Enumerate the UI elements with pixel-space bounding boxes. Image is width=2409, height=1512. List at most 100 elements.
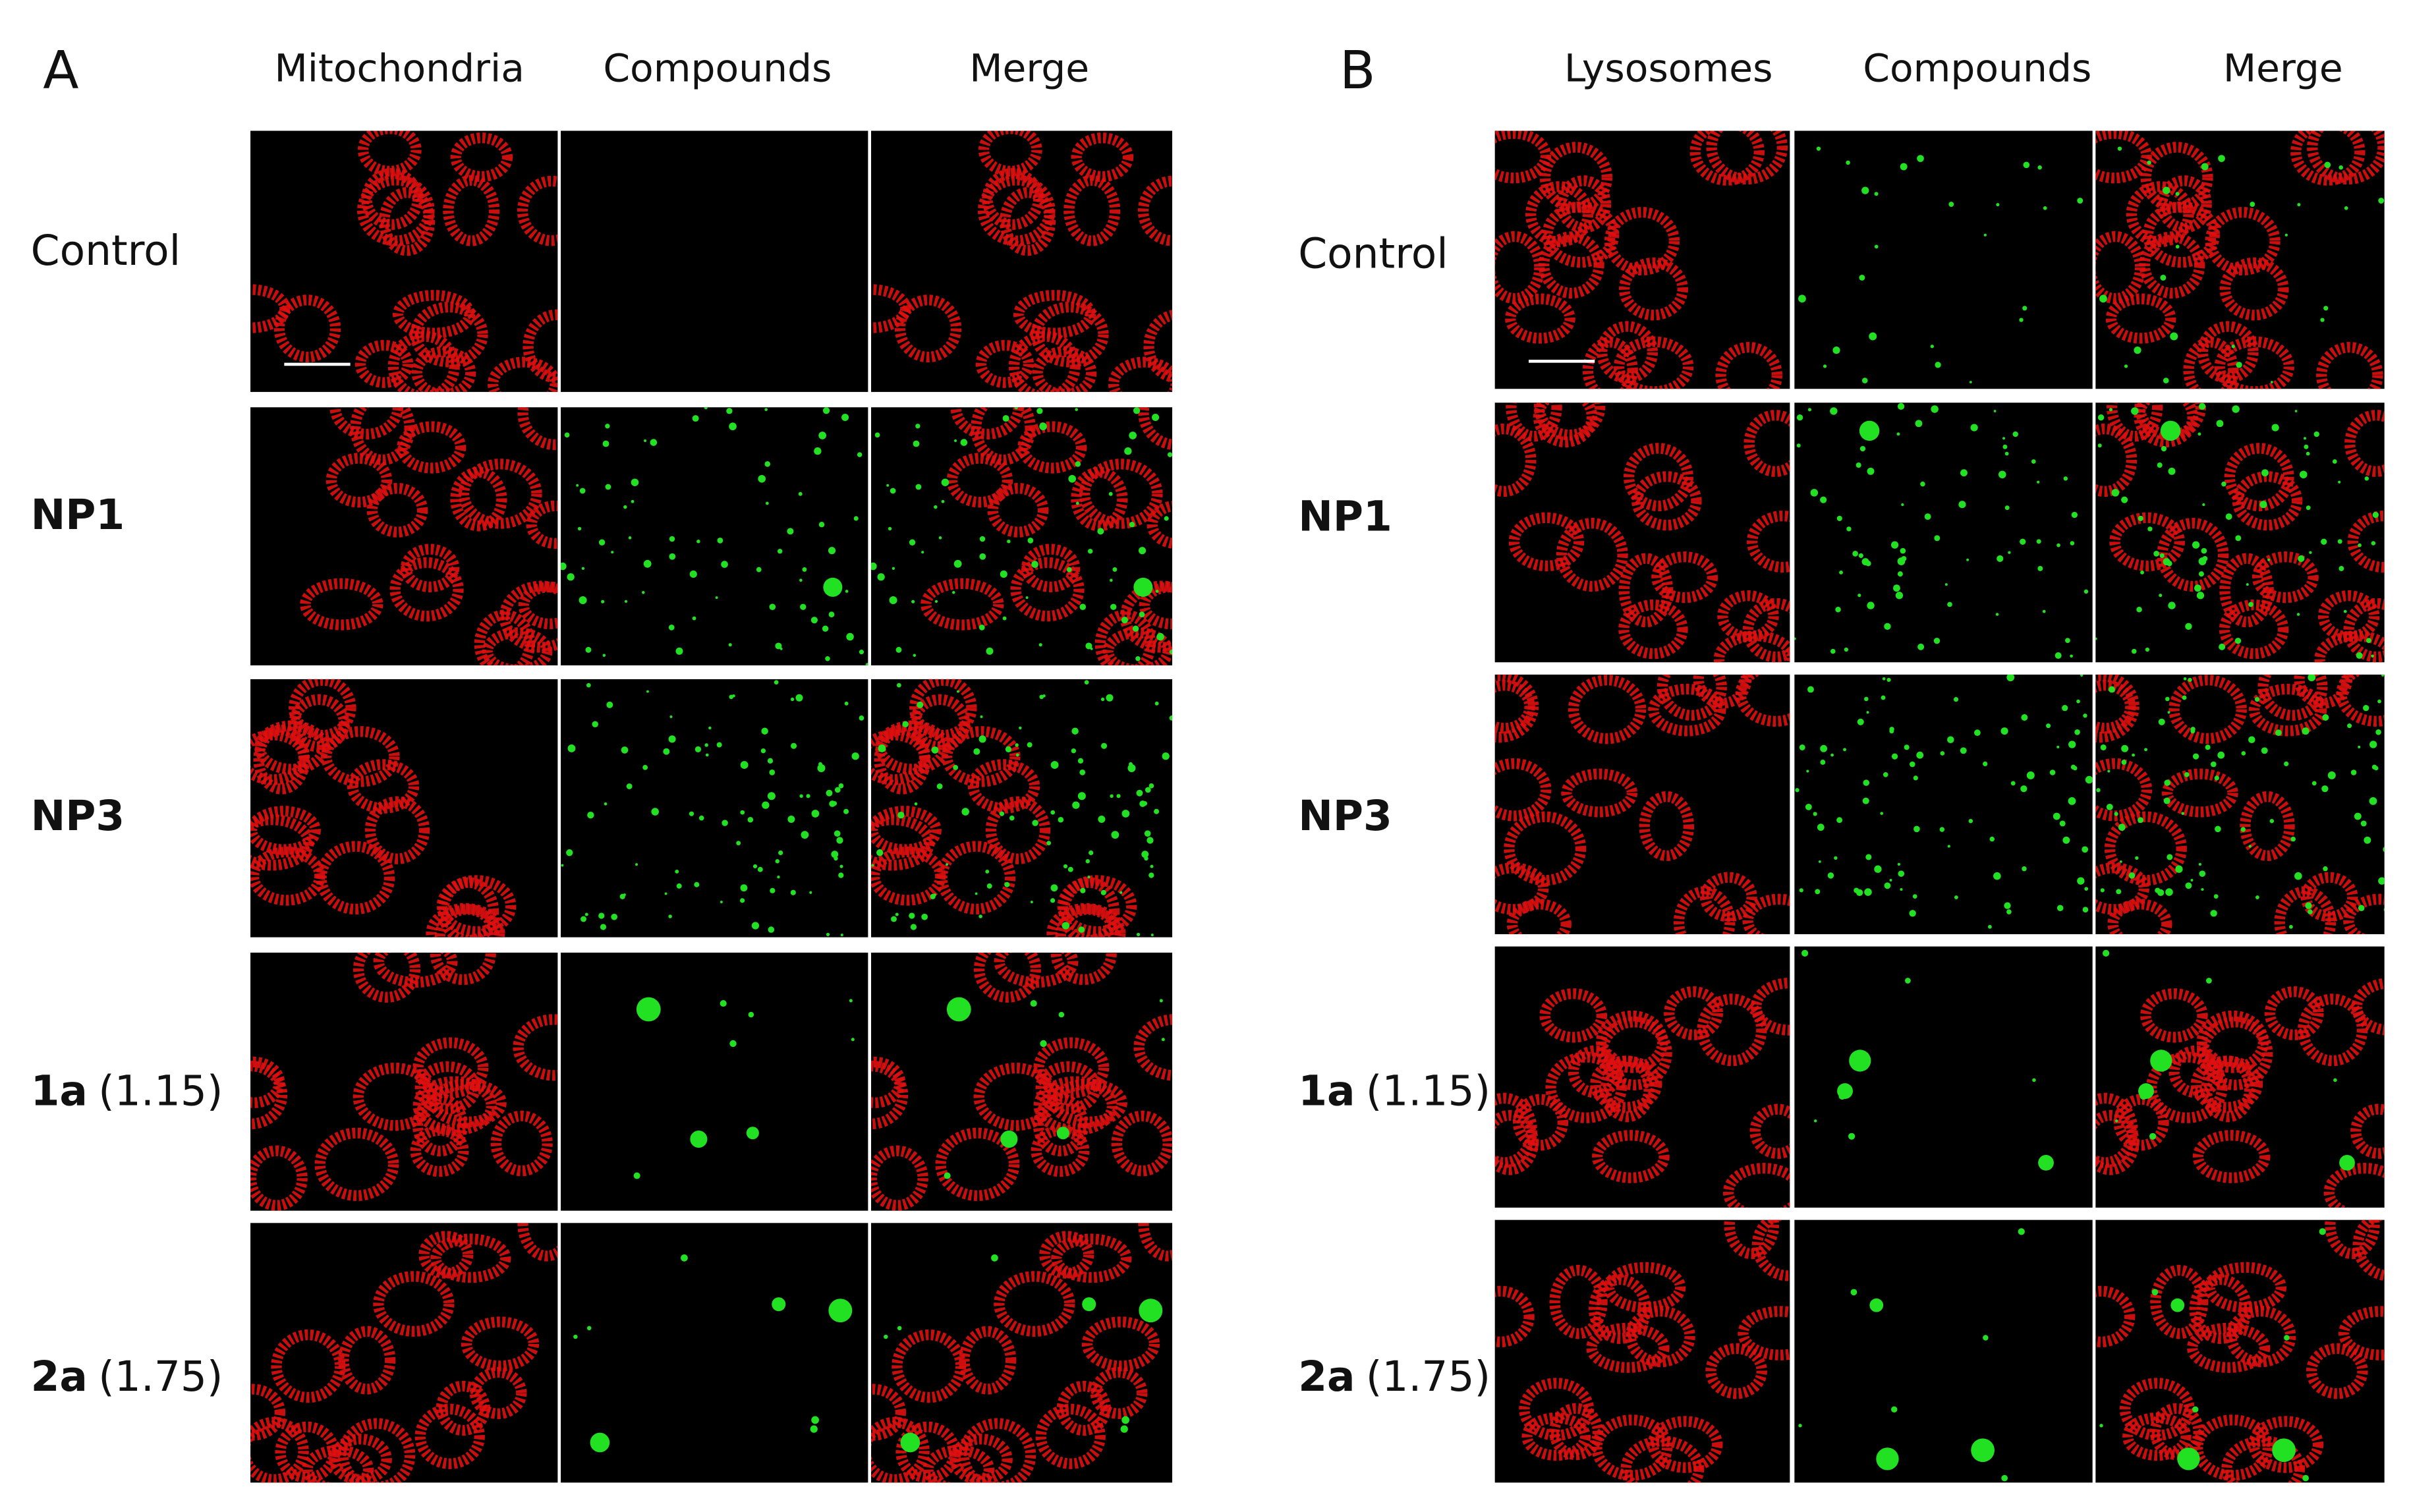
- green-spot: [626, 783, 633, 789]
- green-spot: [2100, 744, 2107, 750]
- green-spot: [669, 715, 673, 719]
- green-spot: [2188, 677, 2192, 683]
- green-spot: [973, 748, 980, 755]
- green-spot: [2124, 364, 2128, 368]
- green-spot: [1148, 783, 1154, 789]
- cell: [490, 1110, 553, 1177]
- green-spot: [2036, 539, 2041, 544]
- cell: [2224, 443, 2294, 512]
- green-spot: [1072, 801, 1080, 809]
- green-spot: [811, 810, 820, 818]
- green-spot: [1106, 694, 1114, 702]
- green-spot: [2344, 206, 2348, 210]
- green-spot: [1144, 830, 1151, 837]
- cell: [942, 726, 1021, 787]
- green-spot: [602, 654, 606, 658]
- cell: [1556, 518, 1628, 592]
- green-spot: [2327, 771, 2336, 779]
- green-spot: [2371, 541, 2376, 546]
- green-spot: [826, 932, 830, 937]
- column-header: Mitochondria: [275, 46, 524, 91]
- green-spot: [2206, 978, 2212, 984]
- green-spot: [664, 892, 667, 895]
- image-content: [561, 680, 864, 937]
- green-spot: [2147, 160, 2151, 165]
- green-spot: [1794, 637, 1796, 640]
- green-spot: [1799, 888, 1803, 893]
- green-spot: [2215, 826, 2221, 833]
- green-spot: [1100, 742, 1108, 749]
- cell: [958, 1418, 1036, 1483]
- cell: [254, 720, 329, 775]
- column-header: Merge: [2223, 46, 2343, 91]
- green-spot: [2121, 760, 2127, 765]
- image-content: [871, 407, 1173, 665]
- green-spot: [895, 646, 902, 653]
- green-spot: [726, 408, 733, 414]
- green-spot: [581, 567, 585, 571]
- green-spot: [2008, 551, 2011, 554]
- green-spot: [931, 746, 939, 754]
- cell: [2140, 988, 2208, 1043]
- green-spot: [828, 611, 835, 618]
- green-spot: [1077, 792, 1086, 800]
- row-label-normal: (1.15): [1366, 1067, 1490, 1115]
- cell: [2317, 590, 2380, 642]
- green-spot: [692, 616, 696, 621]
- green-spot: [579, 488, 586, 494]
- green-spot: [1893, 584, 1900, 592]
- micrograph: [1794, 1219, 2093, 1483]
- green-spot: [843, 808, 849, 814]
- green-spot: [2118, 824, 2126, 831]
- green-spot: [2275, 729, 2282, 737]
- green-spot: [641, 591, 645, 594]
- green-spot: [740, 761, 749, 770]
- green-spot: [1100, 889, 1106, 895]
- green-spot: [2111, 489, 2120, 497]
- cell: [1050, 1078, 1127, 1128]
- green-spot: [576, 484, 579, 487]
- green-spot: [1050, 898, 1056, 903]
- green-spot: [747, 816, 754, 823]
- green-spot: [694, 882, 700, 887]
- green-spot: [818, 762, 822, 766]
- cell: [2307, 130, 2385, 185]
- green-spot: [1960, 747, 1967, 754]
- row-label: NP1: [31, 491, 125, 539]
- green-spot: [1874, 244, 1879, 249]
- cell: [364, 796, 430, 864]
- green-spot: [2042, 609, 2046, 613]
- green-spot: [960, 439, 968, 446]
- green-spot: [767, 758, 774, 764]
- green-spot: [1807, 686, 1814, 693]
- green-spot: [650, 439, 658, 446]
- green-spot: [2037, 565, 2043, 571]
- green-spot: [917, 701, 924, 708]
- green-spot: [2308, 909, 2313, 914]
- cell: [412, 1076, 497, 1136]
- row-label-normal: Control: [31, 227, 181, 275]
- cell: [436, 1380, 490, 1436]
- green-spot: [2109, 408, 2113, 412]
- green-spot: [953, 764, 959, 770]
- cell: [523, 309, 558, 383]
- green-spot: [2306, 505, 2311, 511]
- image-content: [1801, 949, 2054, 1171]
- green-spot: [585, 646, 592, 653]
- green-spot: [822, 407, 830, 414]
- cell: [921, 578, 1004, 630]
- green-spot: [1818, 860, 1821, 863]
- green-spot: [1820, 744, 1828, 752]
- green-spot: [1004, 882, 1010, 887]
- green-spot: [1127, 764, 1136, 772]
- green-spot: [2219, 643, 2226, 650]
- green-spot: [1030, 901, 1033, 904]
- cell: [2183, 337, 2239, 389]
- green-spot: [2255, 895, 2259, 899]
- cell: [1738, 1306, 1790, 1360]
- cell: [2139, 231, 2205, 299]
- cell: [2204, 1262, 2287, 1313]
- green-spot: [1863, 779, 1870, 786]
- green-spot: [2018, 1228, 2025, 1235]
